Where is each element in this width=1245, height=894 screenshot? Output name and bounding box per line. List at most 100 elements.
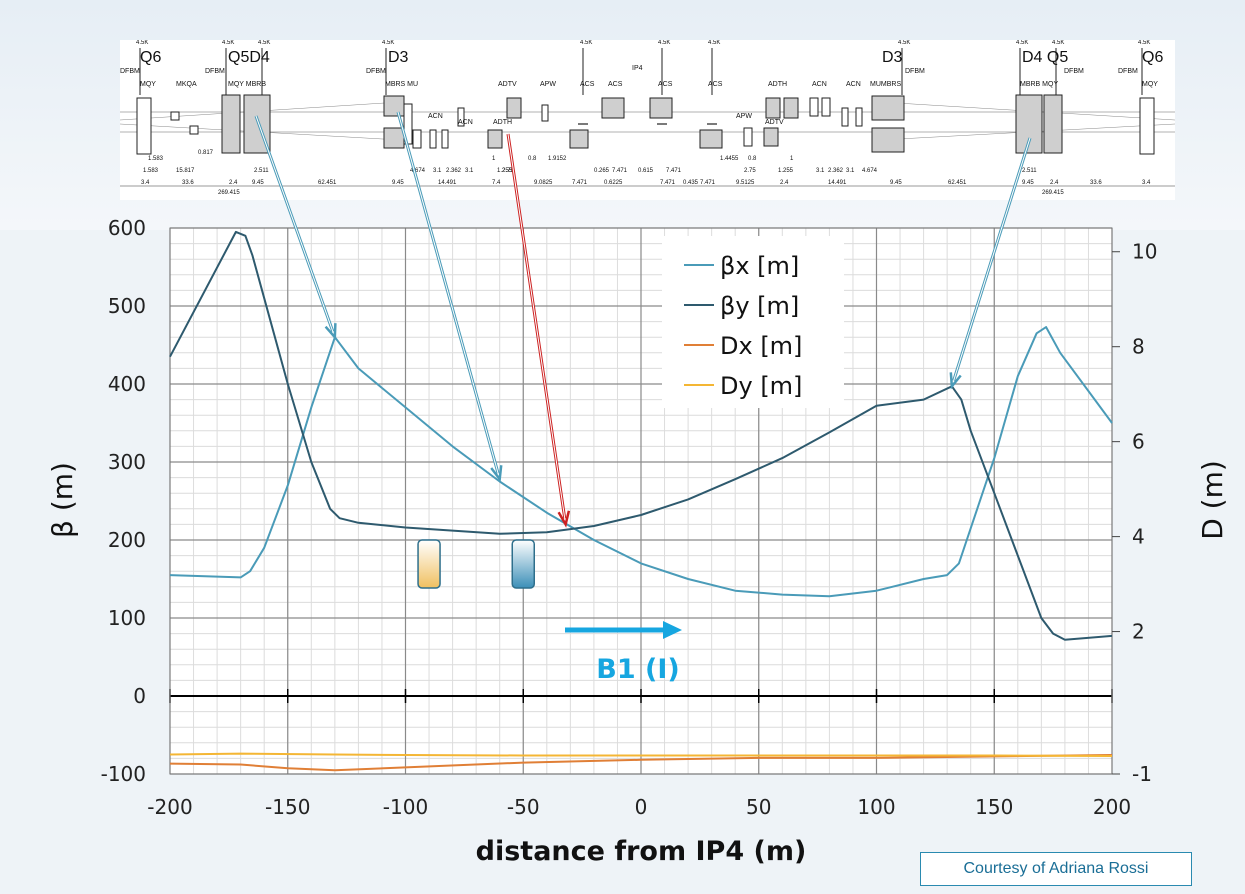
magnet-block <box>136 97 152 155</box>
layout-label: ADTV <box>765 119 784 126</box>
layout-label: 4.674 <box>862 168 878 174</box>
layout-label: ACN <box>458 119 473 126</box>
layout-label: 4.5K <box>1016 40 1028 46</box>
magnet-block <box>601 97 625 119</box>
y-tick-label: 400 <box>108 372 146 396</box>
layout-label: 1.583 <box>143 168 159 174</box>
layout-label: 3.1 <box>433 168 442 174</box>
x-tick-label: 0 <box>635 795 648 819</box>
pointer-arrow-core <box>255 115 334 332</box>
layout-label: ACN <box>812 81 827 88</box>
layout-label: Q5D4 <box>228 49 270 66</box>
layout-label: 2.4 <box>229 180 238 186</box>
layout-label: 9.45 <box>392 180 404 186</box>
magnet-block <box>487 129 503 149</box>
x-tick-label: -150 <box>265 795 310 819</box>
layout-label: 9.45 <box>1022 180 1034 186</box>
layout-label: 0.8 <box>748 156 757 162</box>
layout-label: 4.5K <box>258 40 270 46</box>
layout-label: 3.1 <box>465 168 474 174</box>
layout-label: 1.583 <box>148 156 164 162</box>
layout-label: 9.45 <box>252 180 264 186</box>
layout-label: ACS <box>658 81 673 88</box>
layout-label: 4.5K <box>1052 40 1064 46</box>
magnet-block <box>809 97 819 117</box>
y2-tick-label: 6 <box>1132 430 1145 454</box>
layout-label: 4.5K <box>382 40 394 46</box>
legend-label: βy [m] <box>720 292 799 320</box>
layout-label: ACS <box>708 81 723 88</box>
layout-label: 14.491 <box>438 180 457 186</box>
x-tick-label: 100 <box>857 795 895 819</box>
y-tick-label: 300 <box>108 450 146 474</box>
layout-label: 9.45 <box>890 180 902 186</box>
magnet-block <box>783 97 799 119</box>
layout-label: ADTH <box>768 81 787 88</box>
layout-label: 3.1 <box>816 168 825 174</box>
layout-label: MQY MBRB <box>228 81 266 88</box>
x-axis-title: distance from IP4 (m) <box>476 836 807 867</box>
layout-label: 1.255 <box>497 168 513 174</box>
layout-label: 4.5K <box>222 40 234 46</box>
layout-label: 4.5K <box>580 40 592 46</box>
layout-label: ACN <box>428 113 443 120</box>
layout-label: 7.471 <box>572 180 588 186</box>
layout-label: 3.4 <box>141 180 150 186</box>
pointer-arrowhead <box>949 372 962 390</box>
layout-label: ACS <box>608 81 623 88</box>
layout-label: ADTV <box>498 81 517 88</box>
magnet-block <box>221 94 241 154</box>
layout-label: 2.4 <box>780 180 789 186</box>
layout-label: MBRB MQY <box>1020 81 1058 88</box>
magnet-block <box>841 107 849 127</box>
layout-label: 62.451 <box>948 180 967 186</box>
pointer-arrowhead <box>490 465 503 483</box>
layout-label: D4 Q5 <box>1022 49 1068 66</box>
layout-label: 4.5K <box>658 40 670 46</box>
layout-label: MQY <box>140 81 156 88</box>
y2-tick-label: 10 <box>1132 240 1157 264</box>
layout-label: 4.5K <box>1138 40 1150 46</box>
monitor-block <box>417 539 441 589</box>
layout-label: 1 <box>790 156 794 162</box>
x-tick-label: -200 <box>147 795 192 819</box>
layout-label: 7.4 <box>492 180 501 186</box>
layout-label: DFBM <box>120 68 140 75</box>
series-line-2 <box>169 754 1113 772</box>
layout-label: DFBM <box>1064 68 1084 75</box>
magnet-block <box>1043 94 1063 154</box>
layout-label: 7.471 <box>660 180 676 186</box>
layout-label: 7.471 <box>612 168 628 174</box>
layout-label: 0.8 <box>528 156 537 162</box>
y-tick-label: 500 <box>108 294 146 318</box>
layout-label: 4.674 <box>410 168 426 174</box>
layout-label: 3.4 <box>1142 180 1151 186</box>
layout-label: DFBM <box>366 68 386 75</box>
layout-label: 2.75 <box>502 168 514 174</box>
series-line-3 <box>169 752 1113 757</box>
layout-label: 0.265 <box>594 168 610 174</box>
layout-label: 9.5125 <box>736 180 755 186</box>
y-tick-label: -100 <box>101 762 146 786</box>
layout-label: 1.4455 <box>720 156 739 162</box>
magnet-block <box>189 125 199 135</box>
beam-arrowhead <box>663 621 682 639</box>
courtesy-label: Courtesy of Adriana Rossi <box>963 860 1149 877</box>
y2-tick-label: 4 <box>1132 525 1145 549</box>
layout-label: Q6 <box>140 49 161 66</box>
monitor-block <box>511 539 535 589</box>
x-tick-label: -100 <box>383 795 428 819</box>
layout-label: 2.362 <box>446 168 462 174</box>
layout-label: APW <box>540 81 556 88</box>
layout-label: 0.615 <box>638 168 654 174</box>
magnet-block <box>170 111 180 121</box>
layout-label: 0.817 <box>198 150 214 156</box>
courtesy-box: Courtesy of Adriana Rossi <box>920 852 1192 886</box>
x-tick-label: 150 <box>975 795 1013 819</box>
layout-label: 33.6 <box>1090 180 1102 186</box>
layout-label: ACN <box>846 81 861 88</box>
x-tick-label: 50 <box>746 795 771 819</box>
magnet-block <box>569 129 589 149</box>
pointer-arrow-core <box>953 137 1031 381</box>
